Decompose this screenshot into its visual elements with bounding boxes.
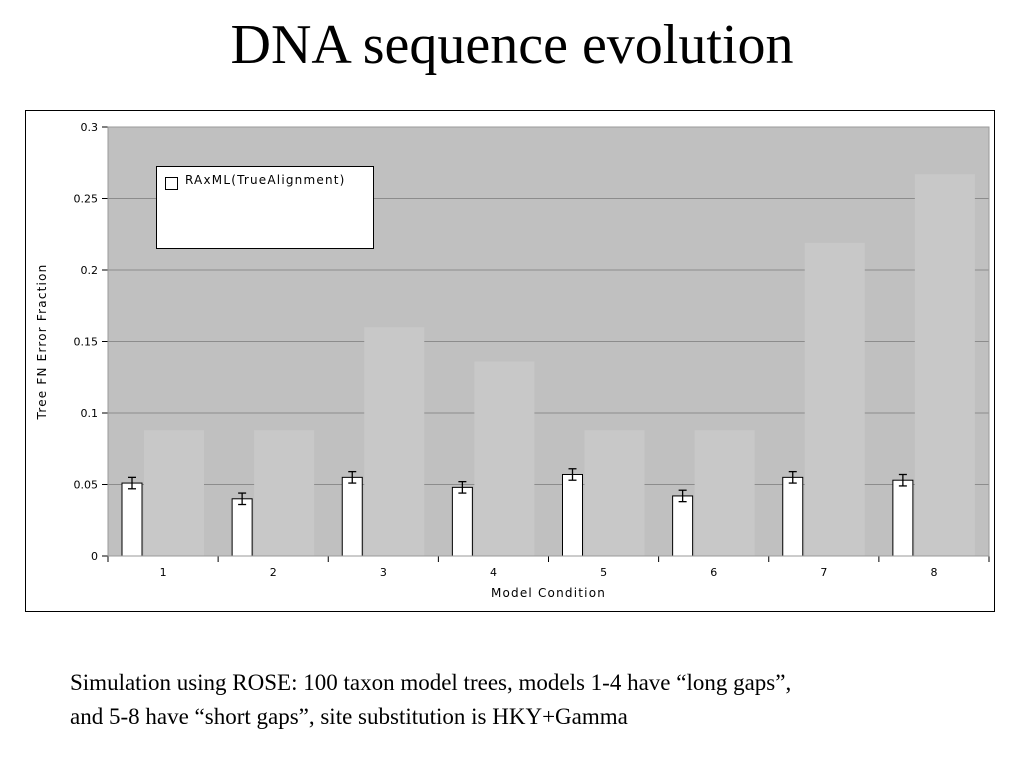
x-tick-label: 8 bbox=[930, 566, 937, 579]
plot-border bbox=[107, 126, 990, 557]
bar-series-1 bbox=[451, 486, 473, 557]
bar-series-1 bbox=[231, 498, 253, 557]
caption-line-2: and 5-8 have “short gaps”, site substitu… bbox=[70, 704, 628, 729]
y-tick-label: 0.2 bbox=[81, 264, 99, 277]
y-tick-label: 0 bbox=[91, 550, 98, 563]
y-tick-label: 0.1 bbox=[81, 407, 99, 420]
bar-series-1 bbox=[562, 473, 583, 557]
y-tick-label: 0.3 bbox=[81, 121, 99, 134]
bar-chart: 0 0.05 0.1 0.15 0.2 0.25 0.3 1 2 3 4 5 6 7 8 Model Cond… bbox=[35, 121, 990, 600]
x-tick-label: 6 bbox=[710, 566, 717, 579]
chart-frame: 0 0.05 0.1 0.15 0.2 0.25 0.3 1 2 3 4 5 6 7 8 Model Cond… bbox=[25, 110, 995, 612]
bar-series-1 bbox=[782, 476, 804, 557]
bar-series-2 bbox=[914, 174, 975, 556]
bar-series-2 bbox=[584, 430, 645, 556]
x-tick-label: 5 bbox=[600, 566, 607, 579]
y-axis-label: Tree FN Error Fraction bbox=[35, 264, 49, 421]
bar-series-1 bbox=[121, 482, 143, 557]
bar-series-1 bbox=[672, 495, 694, 557]
x-tick-label: 2 bbox=[270, 566, 277, 579]
y-tick-label: 0.15 bbox=[74, 336, 99, 349]
bar-series-1 bbox=[892, 479, 914, 557]
slide-caption: Simulation using ROSE: 100 taxon model t… bbox=[70, 666, 1000, 734]
bar-series-2 bbox=[144, 430, 204, 556]
y-tick-label: 0.05 bbox=[74, 479, 99, 492]
chart-legend: RAxML(TrueAlignment) bbox=[156, 166, 374, 249]
legend-swatch bbox=[165, 177, 178, 190]
x-tick-label: 3 bbox=[380, 566, 387, 579]
bar-series-1 bbox=[341, 476, 363, 557]
x-axis-label: Model Condition bbox=[491, 586, 606, 600]
bar-series-2 bbox=[694, 430, 755, 556]
y-tick-label: 0.25 bbox=[74, 193, 99, 206]
bar-series-2 bbox=[364, 327, 425, 556]
caption-line-1: Simulation using ROSE: 100 taxon model t… bbox=[70, 670, 792, 695]
x-tick-label: 7 bbox=[820, 566, 827, 579]
legend-label: RAxML(TrueAlignment) bbox=[185, 173, 346, 187]
x-tick-label: 4 bbox=[490, 566, 497, 579]
x-tick-label: 1 bbox=[160, 566, 167, 579]
slide-title: DNA sequence evolution bbox=[230, 14, 794, 76]
bar-series-2 bbox=[474, 361, 535, 556]
bar-series-2 bbox=[804, 242, 865, 556]
bar-series-2 bbox=[254, 430, 315, 556]
